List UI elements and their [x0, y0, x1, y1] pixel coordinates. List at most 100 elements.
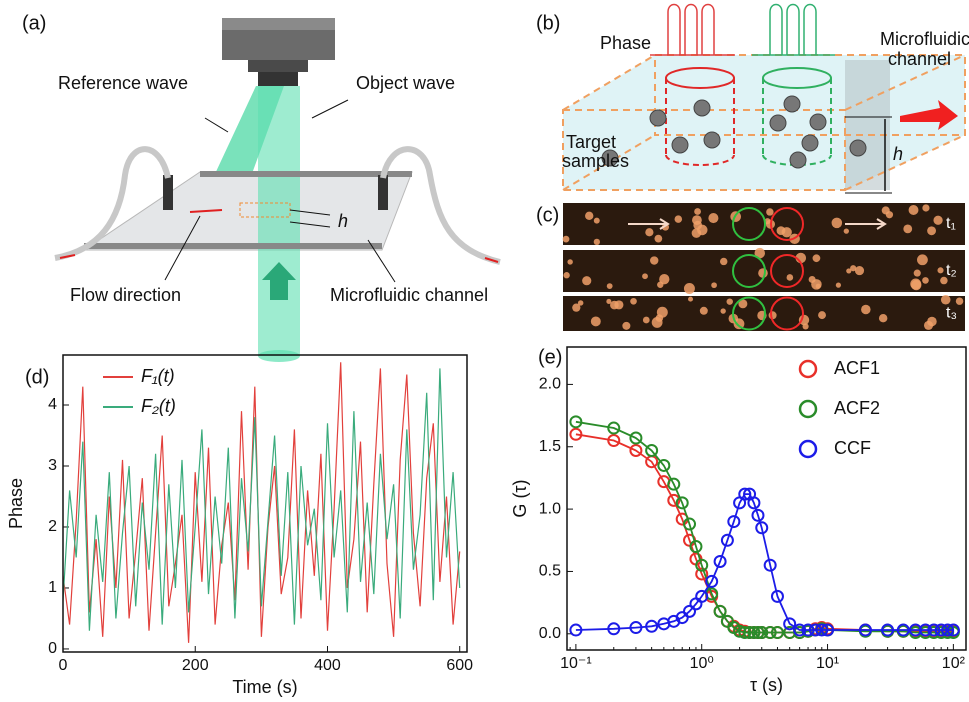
y-tick-label: 2: [48, 518, 57, 535]
point: [689, 540, 703, 554]
pointer: [311, 99, 349, 119]
panel-label: (b): [536, 12, 560, 34]
phase-pulse: [752, 3, 835, 56]
red-ring: [770, 296, 804, 331]
cell: [720, 308, 726, 314]
cell: [630, 297, 637, 305]
cell: [582, 276, 592, 286]
port: [378, 175, 388, 210]
cell: [674, 215, 683, 223]
cell: [878, 313, 888, 323]
legend-swatch: [798, 399, 818, 419]
cell: [606, 298, 612, 304]
point: [743, 626, 757, 640]
particles: [601, 95, 867, 169]
point: [918, 623, 932, 637]
y-tick-label: 1.0: [539, 500, 561, 517]
point: [569, 415, 583, 429]
cell: [656, 306, 668, 318]
point: [629, 443, 643, 457]
camera-face: [222, 18, 335, 30]
pointer: [204, 117, 229, 133]
cell: [922, 277, 929, 284]
cell: [622, 321, 631, 330]
point: [747, 496, 761, 510]
label: Object wave: [356, 73, 455, 93]
point: [738, 487, 752, 501]
cell: [711, 282, 717, 289]
cell: [567, 259, 573, 265]
point: [720, 533, 734, 547]
cell: [831, 217, 843, 229]
y-axis-label: Phase: [6, 478, 26, 529]
plot-frame: [62, 354, 468, 653]
plot-frame: [566, 346, 967, 651]
point: [755, 626, 769, 640]
panel-b: (b) h Phase Micro: [536, 3, 969, 194]
panel-a: (a) h Reference wave Object wave Flow di…: [22, 12, 501, 362]
x-tick-label: 200: [182, 657, 209, 674]
point: [695, 567, 709, 581]
label: channel: [888, 49, 951, 69]
point: [934, 623, 948, 637]
flow-arrow: [484, 257, 499, 263]
cell: [563, 272, 570, 279]
cell: [933, 215, 943, 225]
fit-line: [575, 493, 954, 631]
series-line: [63, 362, 461, 643]
cell: [699, 306, 708, 315]
cell: [585, 211, 594, 221]
flow-arrow: [900, 100, 958, 130]
legend-swatch: [798, 359, 818, 379]
pointer: [367, 239, 396, 283]
point: [946, 623, 960, 637]
point: [713, 604, 727, 618]
cell: [659, 274, 670, 285]
point: [675, 496, 689, 510]
channel-side: [845, 60, 890, 190]
panel-c: (c) t₁ t₂ t₃: [536, 203, 965, 331]
cell: [694, 208, 701, 215]
cell: [738, 299, 748, 309]
point: [793, 623, 807, 637]
legend-label: CCF: [834, 438, 871, 458]
cell: [654, 234, 663, 243]
cell: [766, 208, 774, 216]
x-tick-label: 10⁻¹: [560, 655, 592, 672]
cell: [726, 298, 733, 305]
point: [695, 589, 709, 603]
point: [657, 458, 671, 472]
y-tick-label: 0.0: [539, 625, 561, 642]
fit-line: [575, 420, 954, 634]
point: [569, 427, 583, 441]
cell: [577, 300, 584, 306]
green-ring: [732, 207, 766, 241]
point: [738, 626, 752, 640]
label: Reference wave: [58, 73, 188, 93]
label: Target: [566, 132, 616, 152]
cell: [922, 204, 930, 212]
cell: [798, 314, 810, 326]
legend-label: ACF1: [834, 358, 880, 378]
tube: [380, 146, 501, 265]
x-axis-label: τ (s): [750, 675, 783, 695]
green-ring: [732, 254, 766, 288]
y-tick-label: 1: [48, 579, 57, 596]
point: [705, 574, 719, 588]
cell: [927, 316, 937, 327]
x-tick-label: 400: [314, 657, 341, 674]
cell: [572, 303, 581, 312]
legend-label: F₁(t): [141, 366, 175, 386]
cell: [881, 206, 890, 215]
panel-label: (a): [22, 12, 46, 34]
series-line: [63, 368, 461, 631]
point: [727, 515, 741, 529]
point: [763, 558, 777, 572]
green-cylinder: [762, 67, 832, 166]
cell: [754, 247, 765, 259]
pointer: [164, 215, 201, 281]
cell: [590, 316, 601, 327]
cell: [937, 267, 944, 274]
port: [163, 175, 173, 210]
legend-swatch: [798, 439, 818, 459]
